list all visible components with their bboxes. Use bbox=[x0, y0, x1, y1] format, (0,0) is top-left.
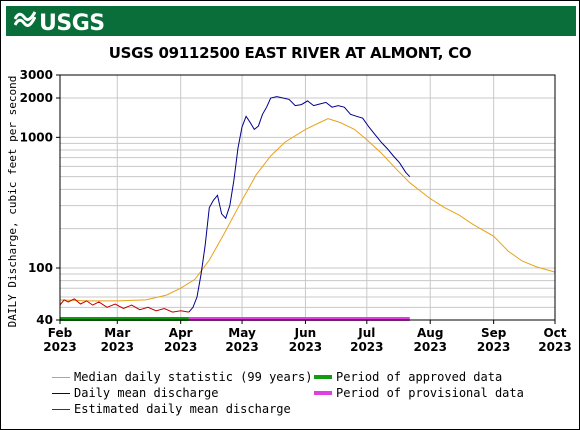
y-tick-label: 1000 bbox=[20, 130, 53, 144]
x-tick-month-label: Jun bbox=[294, 326, 317, 340]
x-tick-year-label: 2023 bbox=[414, 340, 447, 354]
x-tick-month-label: Mar bbox=[104, 326, 130, 340]
y-tick-label: 2000 bbox=[20, 91, 53, 105]
legend-swatch-provisional bbox=[314, 391, 332, 395]
y-axis-label: DAILY Discharge, cubic feet per second bbox=[6, 76, 19, 328]
legend-item-approved: Period of approved data bbox=[314, 370, 502, 384]
legend-item-provisional: Period of provisional data bbox=[314, 386, 524, 400]
y-tick-label: 40 bbox=[36, 313, 53, 327]
estimated-series-line bbox=[59, 298, 189, 313]
x-tick-year-label: 2023 bbox=[538, 340, 571, 354]
x-tick-month-label: Sep bbox=[481, 326, 507, 340]
legend-swatch-median bbox=[52, 376, 70, 378]
y-tick-label: 100 bbox=[28, 261, 53, 275]
x-tick-year-label: 2023 bbox=[225, 340, 258, 354]
legend-label-provisional: Period of provisional data bbox=[336, 386, 524, 400]
legend-swatch-daily-mean bbox=[52, 392, 70, 394]
x-tick-year-label: 2023 bbox=[43, 340, 76, 354]
period-bar-provisional bbox=[188, 317, 410, 321]
legend-label-median: Median daily statistic (99 years) bbox=[74, 370, 313, 384]
x-tick-year-label: 2023 bbox=[289, 340, 322, 354]
plot-border bbox=[59, 74, 556, 321]
legend-item-estimated: Estimated daily mean discharge bbox=[52, 402, 291, 416]
usgs-logo-text: USGS bbox=[39, 10, 105, 36]
x-tick-year-label: 2023 bbox=[350, 340, 383, 354]
x-tick-month-label: Jul bbox=[357, 326, 375, 340]
period-bar-approved bbox=[60, 317, 189, 321]
y-tick-label: 3000 bbox=[20, 68, 53, 82]
x-tick-month-label: Aug bbox=[417, 326, 443, 340]
median-series-line bbox=[59, 118, 556, 302]
legend-swatch-estimated bbox=[52, 408, 70, 410]
x-tick-year-label: 2023 bbox=[164, 340, 197, 354]
x-tick-year-label: 2023 bbox=[477, 340, 510, 354]
usgs-wave-icon bbox=[13, 9, 37, 37]
x-tick-month-label: Oct bbox=[543, 326, 566, 340]
chart-title: USGS 09112500 EAST RIVER AT ALMONT, CO bbox=[108, 44, 472, 62]
legend-item-median: Median daily statistic (99 years) bbox=[52, 370, 312, 384]
x-tick-month-label: Feb bbox=[48, 326, 73, 340]
usgs-logo[interactable]: USGS bbox=[13, 9, 105, 37]
plot-area bbox=[60, 75, 555, 320]
legend-label-approved: Period of approved data bbox=[336, 370, 503, 384]
legend-label-daily-mean: Daily mean discharge bbox=[74, 386, 219, 400]
x-tick-month-label: May bbox=[228, 326, 256, 340]
x-tick-year-label: 2023 bbox=[101, 340, 134, 354]
legend-swatch-approved bbox=[314, 375, 332, 379]
usgs-banner: USGS bbox=[6, 6, 576, 36]
daily-mean-series-line bbox=[188, 96, 411, 313]
legend-label-estimated: Estimated daily mean discharge bbox=[74, 402, 291, 416]
legend-item-daily-mean: Daily mean discharge bbox=[52, 386, 219, 400]
x-tick-month-label: Apr bbox=[169, 326, 193, 340]
